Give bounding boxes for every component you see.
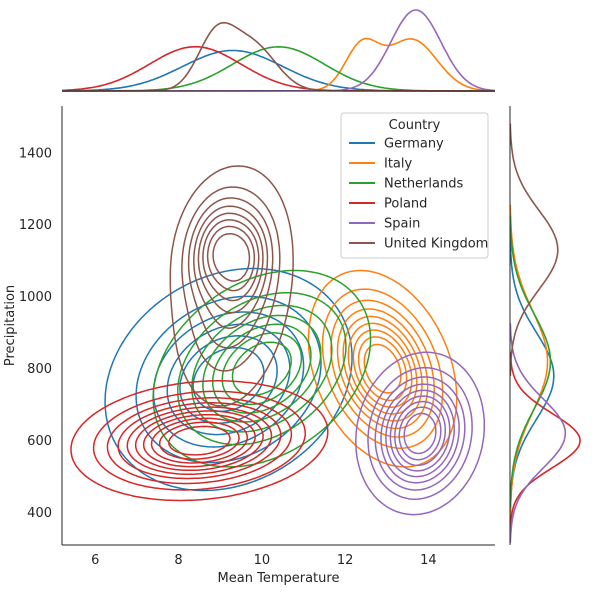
x-tick-label: 14 [420,553,437,568]
contour-line-poland [126,406,273,475]
contour-line-poland [70,380,329,502]
contour-line-united-kingdom [202,219,260,302]
marginal-y-curve-united-kingdom [509,123,559,377]
x-tick-label: 6 [91,553,99,568]
contour-line-spain [403,412,437,455]
contour-line-united-kingdom [197,212,264,314]
contour-line-spain [394,400,447,467]
y-tick-label: 800 [27,362,52,377]
marginal-y-kde [509,106,581,545]
contour-line-spain [355,351,486,516]
contour-line-poland [168,425,231,456]
contour-line-poland [117,402,282,480]
marginal-y-curve-netherlands [509,215,552,508]
contour-line-italy [352,329,413,409]
contour-line-netherlands [177,291,347,446]
contour-line-poland [158,421,240,460]
contour-series-spain [355,351,486,516]
marginal-x-curve-poland [61,45,496,92]
contour-line-spain [374,376,466,491]
contour-line-netherlands [211,323,312,414]
contour-line-netherlands [221,332,303,406]
legend-label-netherlands: Netherlands [384,177,463,192]
x-tick-label: 8 [174,553,182,568]
contour-line-germany [135,295,322,464]
contour-series-poland [70,380,329,502]
contour-line-poland [150,417,249,464]
legend-label-italy: Italy [384,157,413,172]
contour-line-netherlands [152,269,372,468]
legend-label-poland: Poland [384,197,427,212]
marginal-x-curve-spain [61,9,496,92]
y-axis-label: Precipitation [3,285,18,366]
marginal-x-curve-united-kingdom [61,21,496,92]
x-tick-label: 10 [254,553,271,568]
marginal-x-kde [61,9,496,92]
y-tick-label: 1000 [19,290,52,305]
marginal-x-curve-germany [61,49,496,92]
contour-line-united-kingdom [169,165,294,407]
x-tick-label: 12 [337,553,354,568]
marginal-y-curve-italy [509,204,549,519]
legend-label-germany: Germany [384,137,444,152]
axes: 6 8 10 12 14 400 600 800 1000 1200 1400 Mean Temper… [3,106,495,586]
contour-line-spain [385,389,455,478]
marginal-x-curve-netherlands [61,45,496,92]
legend-label-united-kingdom: United Kingdom [384,237,488,252]
contour-line-united-kingdom [187,197,274,349]
contour-line-united-kingdom [181,186,281,372]
contour-line-poland [134,410,264,472]
contour-line-poland [142,413,256,468]
marginal-y-curve-poland [509,351,581,530]
legend: Country Germany Italy Netherlands Poland Spai… [340,112,489,259]
y-tick-label: 1400 [19,146,52,161]
y-tick-label: 600 [27,434,52,449]
contour-series-united-kingdom [169,165,294,407]
contour-line-united-kingdom [212,232,251,282]
y-tick-label: 400 [27,506,52,521]
x-axis-label: Mean Temperature [218,571,340,586]
marginal-x-curve-italy [61,37,496,92]
contour-series-netherlands [152,269,372,468]
contour-line-united-kingdom [206,225,256,292]
contour-line-italy [321,288,444,449]
contour-line-spain [380,383,460,484]
contour-line-spain [367,366,473,500]
contour-line-spain [398,406,442,461]
legend-title: Country [389,118,441,133]
legend-label-spain: Spain [384,217,420,232]
joint-contour-area [70,165,486,516]
contour-line-united-kingdom [193,205,269,329]
y-tick-label: 1200 [19,218,52,233]
contour-line-spain [389,395,451,472]
contour-line-netherlands [231,341,292,396]
marginal-y-curve-spain [509,323,567,543]
contour-line-poland [92,390,306,491]
legend-box [340,112,489,259]
